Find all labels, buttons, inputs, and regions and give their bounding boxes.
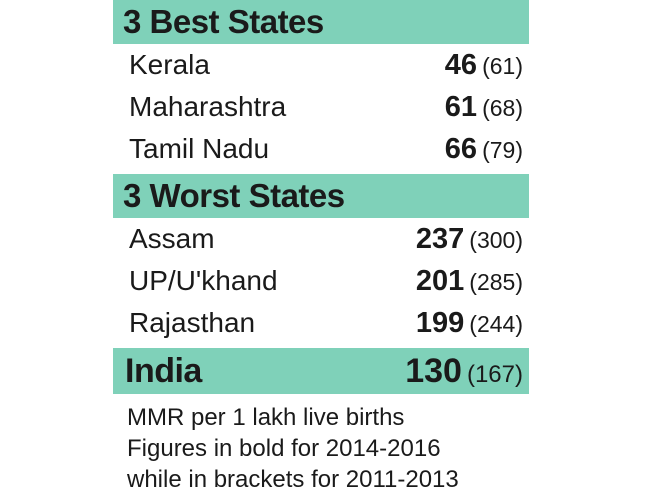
footnote-line: Figures in bold for 2014-2016: [127, 435, 441, 462]
value-2011-2013: (61): [482, 52, 523, 79]
state-values: 66 (79): [445, 133, 523, 166]
mmr-table: 3 Best States Kerala 46 (61) Maharashtra 61 (6…: [113, 0, 529, 495]
state-name: UP/U'khand: [129, 265, 278, 296]
table-row: Kerala 46 (61): [113, 44, 529, 86]
value-2011-2013-number: 244: [476, 310, 516, 337]
state-values: 61 (68): [445, 91, 523, 124]
footnotes: MMR per 1 lakh live births Figures in bo…: [113, 394, 529, 495]
state-name: Tamil Nadu: [129, 133, 270, 164]
state-values: 199 (244): [416, 307, 523, 340]
value-2014-2016: 199: [415, 306, 465, 339]
india-value-2011-2013-number: 167: [474, 360, 515, 388]
table-row: Maharashtra 61 (68): [113, 86, 529, 128]
value-2011-2013-number: 285: [476, 268, 516, 295]
value-2011-2013-number: 61: [489, 52, 516, 79]
state-name: Rajasthan: [129, 307, 256, 338]
value-2011-2013: (244): [469, 310, 523, 337]
section-title: 3 Worst States: [123, 177, 345, 214]
india-total-row: India 130 (167): [113, 348, 529, 394]
table-row: UP/U'khand 201 (285): [113, 260, 529, 302]
state-values: 46 (61): [445, 49, 523, 82]
section-header: 3 Best States: [113, 0, 529, 44]
value-2011-2013-number: 300: [476, 226, 516, 253]
value-2014-2016: 66: [444, 132, 478, 165]
footnote-line: MMR per 1 lakh live births: [127, 404, 405, 431]
value-2014-2016: 61: [444, 90, 478, 123]
value-2014-2016: 201: [415, 264, 465, 297]
india-value-2011-2013: (167): [466, 360, 523, 388]
state-name: Kerala: [129, 49, 210, 80]
state-name: Assam: [129, 223, 215, 254]
table-row: Assam 237 (300): [113, 218, 529, 260]
section-title: 3 Best States: [123, 3, 324, 40]
section-header: 3 Worst States: [113, 174, 529, 218]
india-value-2014-2016: 130: [405, 351, 462, 390]
india-values: 130 (167): [405, 352, 523, 391]
state-values: 201 (285): [416, 265, 523, 298]
value-2014-2016: 46: [444, 48, 478, 81]
india-label: India: [125, 351, 202, 390]
value-2011-2013: (285): [469, 268, 523, 295]
table-row: Rajasthan 199 (244): [113, 302, 529, 344]
value-2011-2013: (68): [482, 94, 523, 121]
value-2011-2013: (79): [482, 136, 523, 163]
value-2011-2013-number: 79: [489, 136, 516, 163]
state-values: 237 (300): [416, 223, 523, 256]
value-2014-2016: 237: [415, 222, 465, 255]
footnote-line: while in brackets for 2011-2013: [127, 466, 459, 493]
state-name: Maharashtra: [129, 91, 287, 122]
value-2011-2013-number: 68: [489, 94, 516, 121]
table-row: Tamil Nadu 66 (79): [113, 128, 529, 170]
value-2011-2013: (300): [469, 226, 523, 253]
sections-container: 3 Best States Kerala 46 (61) Maharashtra 61 (6…: [113, 0, 529, 348]
